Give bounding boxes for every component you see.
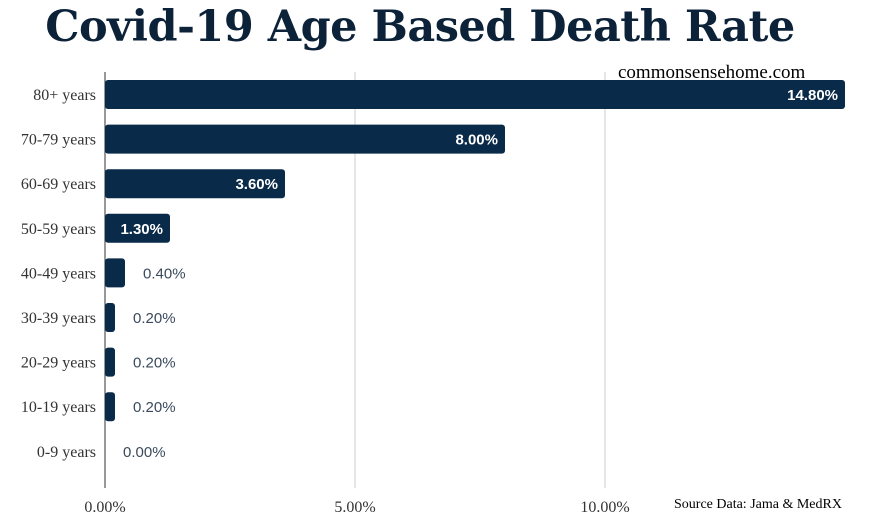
data-label: 0.40% xyxy=(143,265,186,282)
category-label: 80+ years xyxy=(33,87,96,104)
category-label: 10-19 years xyxy=(21,399,96,416)
category-label: 20-29 years xyxy=(21,355,96,372)
x-tick-label: 5.00% xyxy=(334,499,375,516)
data-label: 0.20% xyxy=(133,399,176,416)
category-label: 70-79 years xyxy=(21,132,96,149)
category-label: 50-59 years xyxy=(21,221,96,238)
x-tick-labels: 0.00% 5.00% 10.00% xyxy=(84,499,629,516)
bar xyxy=(105,303,115,332)
bar xyxy=(105,169,285,199)
data-label: 1.30% xyxy=(120,221,163,238)
value-labels: 14.80% 8.00% 3.60% 1.30% 0.40% 0.20% 0.20% 0.20… xyxy=(120,87,838,461)
data-label: 0.20% xyxy=(133,355,176,372)
bar xyxy=(105,347,115,377)
x-tick-label: 0.00% xyxy=(84,499,125,516)
bars xyxy=(105,80,845,422)
x-tick-label: 10.00% xyxy=(580,499,629,516)
category-label: 60-69 years xyxy=(21,176,96,193)
category-label: 40-49 years xyxy=(21,265,96,282)
bar xyxy=(105,213,170,243)
category-labels: 80+ years 70-79 years 60-69 years 50-59 yea… xyxy=(21,87,96,461)
data-label: 8.00% xyxy=(455,132,498,149)
source-note: Source Data: Jama & MedRX xyxy=(674,497,842,512)
bar xyxy=(105,258,125,288)
chart-title: Covid-19 Age Based Death Rate xyxy=(45,2,795,52)
bar xyxy=(105,392,115,422)
data-label: 14.80% xyxy=(787,87,838,104)
category-label: 0-9 years xyxy=(37,444,96,461)
bar xyxy=(105,80,845,109)
data-label: 0.20% xyxy=(133,310,176,327)
category-label: 30-39 years xyxy=(21,310,96,327)
data-label: 0.00% xyxy=(123,444,166,461)
watermark-text: commonsensehome.com xyxy=(618,62,806,83)
bar xyxy=(105,124,505,154)
data-label: 3.60% xyxy=(235,176,278,193)
